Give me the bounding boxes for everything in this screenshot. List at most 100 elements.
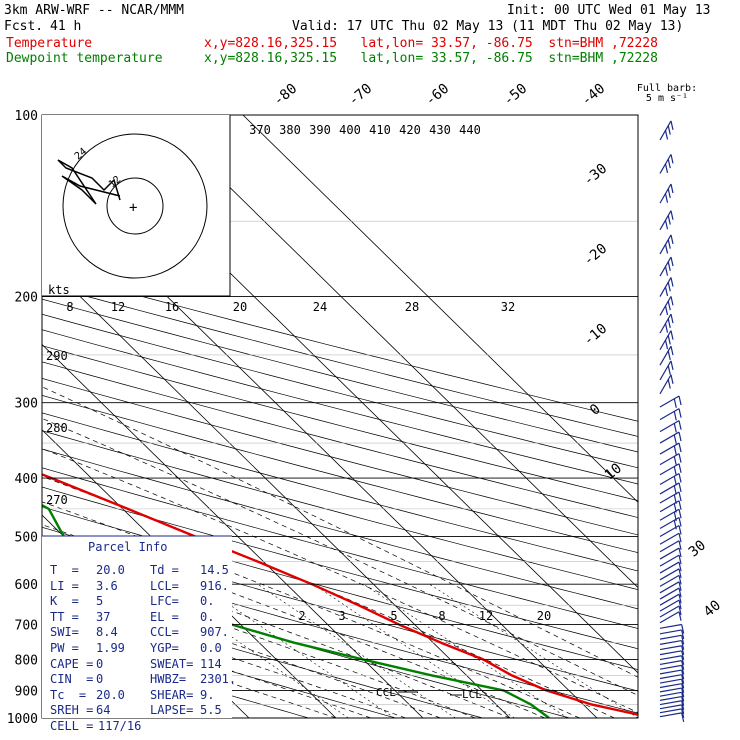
dry-adiabat-label: 290 (46, 349, 68, 363)
wind-barb-flag (667, 239, 671, 249)
wind-barb-flag (681, 629, 685, 640)
wind-barb-flag (670, 234, 674, 245)
wind-barb-flag (678, 561, 682, 572)
wind-barb-flag (678, 517, 682, 527)
wind-barb-flag (678, 605, 682, 616)
wind-barb (659, 463, 680, 476)
parcel-param-value: 2301. (200, 672, 237, 687)
wind-barb (659, 581, 680, 594)
barb-legend: Full barb: 5 m s⁻¹ (632, 84, 702, 104)
dry-adiabat (42, 313, 638, 469)
wind-barb (659, 561, 680, 574)
wind-barb-flag (664, 266, 669, 276)
dry-adiabat (42, 467, 638, 629)
dry-adiabat-label: 280 (46, 421, 68, 435)
isotherm-label: 30 (686, 537, 709, 560)
wind-barb-flag (667, 365, 671, 375)
wind-barb-flag (678, 547, 682, 558)
theta-label: 420 (399, 123, 421, 137)
wind-barb-flag (664, 305, 669, 316)
wind-barb (659, 669, 682, 675)
wind-barb (659, 500, 680, 513)
pressure-tick-label: 400 (15, 472, 38, 487)
wind-barb (659, 532, 680, 545)
wind-barb-flag (681, 665, 685, 675)
wind-barb (659, 524, 680, 537)
parcel-param-value: 64 (96, 703, 111, 718)
wind-barb-flag (667, 159, 671, 169)
wind-barb-flag (681, 683, 685, 693)
hodograph-units: kts (48, 283, 70, 297)
isotherm-label: -70 (346, 81, 376, 110)
wind-barb-flag (664, 286, 669, 297)
parcel-param-label: HWBZ= (150, 672, 187, 687)
plot-frame (41, 114, 639, 719)
mixing-ratio-label: 20 (537, 609, 551, 623)
temperature-location: x,y=828.16,325.15 lat,lon= 33.57, -86.75… (204, 36, 658, 51)
wind-barb-flag (667, 301, 671, 311)
parcel-param-label: PW = (50, 641, 79, 655)
mixing-ratio-label: 2 (298, 609, 305, 623)
parcel-param-value: 20.0 (96, 563, 125, 577)
parcel-param-value: 14.5 (200, 563, 229, 577)
wind-barb (659, 568, 680, 581)
parcel-param-label: K = (50, 594, 79, 609)
isotherm-label: -10 (581, 321, 611, 350)
wind-barb-flag (681, 712, 685, 722)
parcel-param-value: 0.0 (200, 641, 222, 655)
parcel-param-label: SHEAR= (150, 687, 194, 702)
pressure-tick-label: 500 (15, 530, 38, 545)
wind-barb-flag (681, 635, 685, 645)
wind-barb-flag (678, 463, 682, 473)
wind-barb-flag (673, 398, 677, 408)
wind-barb (659, 629, 682, 635)
wind-barb-flag (678, 611, 682, 621)
wind-barb-flag (681, 704, 685, 714)
valid-time: Valid: 17 UTC Thu 02 May 13 (11 MDT Thu … (292, 19, 684, 34)
wind-barb (659, 695, 682, 701)
wind-barb-flag (667, 215, 671, 225)
wind-barb-flag (673, 476, 677, 486)
parcel-param-value: 5.5 (200, 703, 222, 718)
dewpoint-location: x,y=828.16,325.15 lat,lon= 33.57, -86.75… (204, 51, 658, 66)
isotherm-label: -40 (579, 81, 609, 110)
isotherm-line (242, 115, 638, 503)
dry-adiabat (42, 361, 638, 518)
wind-barb (659, 554, 680, 567)
wind-barb (659, 650, 682, 656)
wind-barb-flag (670, 330, 674, 340)
wind-barb-flag (678, 525, 682, 535)
isotherm-label: -20 (581, 241, 611, 270)
init-time: Init: 00 UTC Wed 01 May 13 (507, 3, 711, 18)
parcel-info-title: Parcel Info (88, 540, 168, 554)
wind-barb-flag (678, 473, 682, 483)
wind-barb-flag (678, 491, 682, 502)
parcel-param-label: LAPSE= (150, 703, 194, 718)
dry-adiabat (42, 448, 638, 610)
dry-adiabat (42, 506, 638, 670)
wind-barb-flag (681, 700, 685, 710)
hodograph-speed-label: 32 (501, 300, 515, 314)
wind-barb-flag (678, 594, 682, 604)
dry-adiabat (42, 430, 638, 591)
isotherm-line (42, 429, 337, 718)
parcel-param-label: SWEAT= (150, 656, 194, 671)
wind-barb (659, 712, 682, 718)
wind-barb-flag (681, 708, 685, 719)
wind-barb-flag (678, 533, 682, 543)
wind-barb-flag (681, 660, 685, 670)
mixing-ratio-label: 5 (390, 609, 397, 623)
wind-barb (659, 704, 682, 710)
wind-barb-flag (678, 420, 682, 430)
wind-barb-flag (664, 130, 669, 140)
dry-adiabat (42, 269, 638, 422)
isotherm-line (42, 343, 424, 718)
wind-barb (659, 655, 682, 661)
wind-barb (659, 360, 672, 381)
pressure-tick-label: 1000 (7, 712, 38, 727)
hodograph-speed-label: 20 (233, 300, 247, 314)
wind-barb-flag (667, 188, 671, 198)
wind-barb-flag (678, 600, 682, 610)
wind-barb-flag (673, 456, 677, 466)
wind-barb-flag (678, 500, 682, 510)
